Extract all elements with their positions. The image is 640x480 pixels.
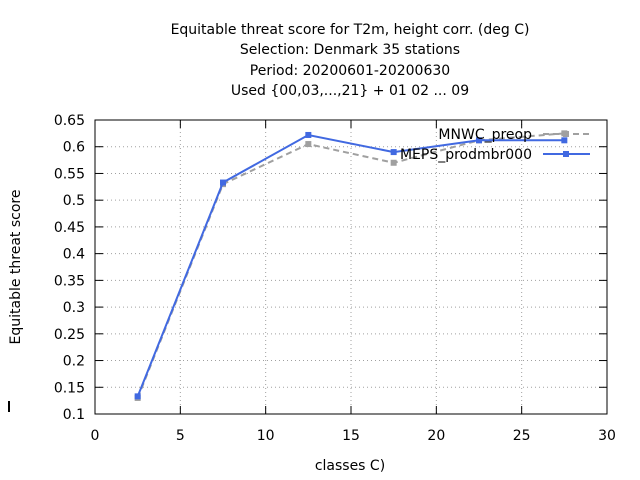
y-tick-label: 0.1 <box>63 407 85 423</box>
data-point <box>305 141 312 148</box>
legend-label: MEPS_prodmbr000 <box>400 147 532 163</box>
series-line <box>136 133 565 397</box>
x-tick-label: 15 <box>342 428 360 444</box>
chart-title: Equitable threat score for T2m, height c… <box>171 22 530 99</box>
x-tick-label: 5 <box>176 428 185 444</box>
plot-frame <box>94 119 608 415</box>
title-line: Period: 20200601-20200630 <box>250 63 450 79</box>
title-line: Selection: Denmark 35 stations <box>240 42 460 58</box>
x-tick-label: 25 <box>513 428 531 444</box>
data-point <box>390 149 397 156</box>
y-tick-label: 0.15 <box>54 380 85 396</box>
y-tick-label: 0.35 <box>54 273 85 289</box>
data-point <box>305 131 312 138</box>
x-tick-label: 0 <box>91 428 100 444</box>
y-tick-label: 0.2 <box>63 354 85 370</box>
y-tick-label: 0.45 <box>54 220 85 236</box>
legend-label: MNWC_preop <box>438 127 532 143</box>
grid <box>95 120 607 414</box>
data-point <box>134 393 141 400</box>
x-tick-label: 20 <box>427 428 445 444</box>
y-tick-label: 0.4 <box>63 247 85 263</box>
legend: MNWC_preop MEPS_prodmbr000 <box>400 127 590 163</box>
y-tick-label: 0.6 <box>63 140 85 156</box>
y-tick-label: 0.55 <box>54 166 85 182</box>
y-tick-label: 0.25 <box>54 327 85 343</box>
title-line: Equitable threat score for T2m, height c… <box>171 22 530 38</box>
series-group <box>134 130 568 401</box>
y-tick-label: 0.65 <box>54 113 85 129</box>
data-point <box>476 137 482 144</box>
y-axis-label: Equitable threat score <box>8 190 24 345</box>
data-point <box>561 137 568 144</box>
legend-marker <box>563 131 569 137</box>
x-axis-label: classes C) <box>315 458 385 474</box>
y-tick-label: 0.3 <box>63 300 85 316</box>
x-tick-label: 30 <box>598 428 616 444</box>
x-tick-label: 10 <box>257 428 275 444</box>
data-point <box>220 179 226 186</box>
title-line: Used {00,03,...,21} + 01 02 ... 09 <box>231 83 469 99</box>
legend-marker <box>563 151 569 157</box>
axis-ticks: 0.1 0.15 0.2 0.25 0.3 0.35 0.4 0.45 0.5 0.55 0.6 0.… <box>54 113 616 444</box>
y-tick-label: 0.5 <box>63 193 85 209</box>
data-point <box>390 159 397 166</box>
